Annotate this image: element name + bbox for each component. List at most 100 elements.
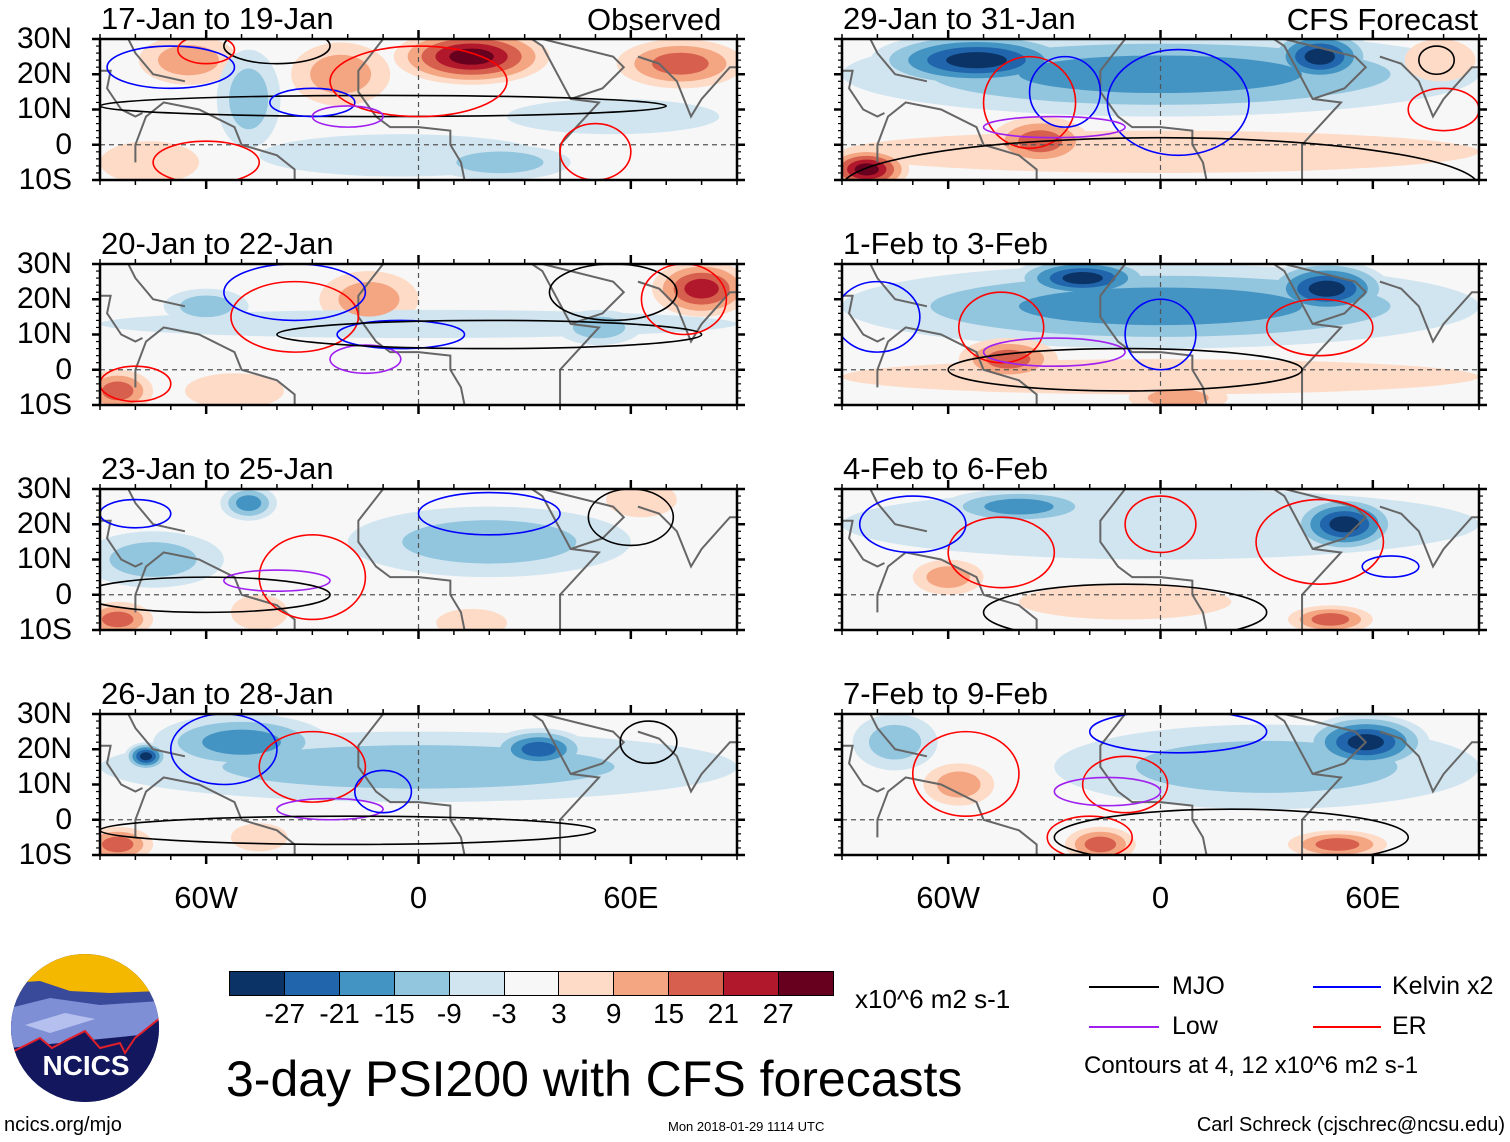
- kelvin-legend-line: [1313, 986, 1381, 988]
- anomaly-shading: [1018, 55, 1303, 94]
- lat-label: 30N: [16, 472, 72, 505]
- panel-title: 1-Feb to 3-Feb: [843, 226, 1049, 261]
- kelvin-contour: [169, 714, 278, 786]
- lat-label: 30N: [16, 22, 72, 55]
- lat-label: 20N: [16, 282, 72, 316]
- kelvin-contour: [354, 769, 413, 814]
- panel-title: 4-Feb to 6-Feb: [843, 451, 1049, 486]
- panel-title: 20-Jan to 22-Jan: [101, 226, 334, 261]
- coastline: [1273, 264, 1344, 405]
- psi200-map: [92, 480, 745, 639]
- coastline: [542, 489, 626, 550]
- low-contour: [1053, 776, 1162, 807]
- anomaly-shading: [109, 542, 197, 577]
- low-contour: [982, 337, 1126, 368]
- colorbar-swatch: [283, 972, 339, 995]
- kelvin-contour: [100, 498, 172, 529]
- er-legend-line: [1313, 1026, 1381, 1028]
- colorbar-tick-label: 27: [762, 998, 794, 1029]
- coastline: [869, 714, 928, 758]
- lat-label: 30N: [16, 697, 72, 730]
- mjo-contour: [982, 583, 1268, 630]
- coastline: [531, 714, 602, 855]
- anomaly-shading: [1147, 389, 1209, 405]
- coastline: [127, 714, 186, 758]
- colorbar-tick-label: 3: [551, 998, 567, 1029]
- lat-label: 0: [55, 127, 72, 161]
- coastline: [1379, 55, 1479, 119]
- colorbar-swatch: [778, 972, 833, 995]
- low-contour: [223, 569, 331, 593]
- er-contour: [957, 291, 1045, 364]
- coastline: [134, 551, 296, 630]
- anomaly-shading: [229, 68, 269, 130]
- anomaly-shading: [449, 48, 494, 65]
- kelvin-contour: [858, 495, 967, 554]
- coastline: [1379, 280, 1479, 344]
- anomaly-shading: [310, 54, 372, 94]
- anomaly-shading: [1304, 48, 1335, 65]
- coastline: [127, 489, 186, 533]
- ncics-url[interactable]: ncics.org/mjo: [4, 1114, 122, 1136]
- er-contour: [640, 264, 728, 336]
- coastline: [100, 519, 143, 568]
- coastline: [542, 264, 626, 325]
- coastline: [134, 326, 296, 405]
- colorbar-tick-label: 21: [707, 998, 739, 1029]
- lat-label: 10N: [16, 92, 72, 126]
- colorbar-swatch: [230, 972, 284, 995]
- anomaly-shading: [139, 752, 153, 761]
- mjo-contour: [587, 489, 675, 547]
- er-contour: [329, 45, 508, 118]
- anomaly-shading: [101, 836, 134, 853]
- er-contour: [230, 280, 360, 353]
- coastline: [1284, 39, 1368, 100]
- panel-title: 29-Jan to 31-Jan: [843, 1, 1076, 36]
- kelvin-contour: [1124, 298, 1197, 371]
- mjo-contour: [223, 39, 331, 65]
- kelvin-legend-label: Kelvin x2: [1392, 972, 1494, 1000]
- mjo-contour: [100, 576, 331, 614]
- panel-title: 7-Feb to 9-Feb: [843, 676, 1049, 711]
- kelvin-contour: [223, 264, 367, 322]
- lat-label: 0: [55, 577, 72, 611]
- lat-label: 30N: [16, 247, 72, 280]
- anomaly-shading: [1329, 516, 1360, 533]
- coastline: [127, 39, 186, 83]
- colorbar-tick-label: -15: [374, 998, 415, 1029]
- anomaly-shading: [230, 823, 288, 852]
- mjo-contour: [947, 347, 1303, 392]
- psi200-map: [834, 30, 1487, 189]
- coastline: [1284, 714, 1368, 775]
- colorbar-units: x10^6 m2 s-1: [855, 984, 1011, 1014]
- anomaly-shading: [202, 729, 281, 755]
- mjo-contour: [548, 264, 678, 322]
- timestamp: Mon 2018-01-29 1114 UTC: [668, 1119, 825, 1134]
- anomaly-shading: [937, 771, 981, 798]
- coastline: [1099, 714, 1208, 855]
- anomaly-shading: [926, 566, 970, 588]
- colorbar-swatch: [668, 972, 724, 995]
- coastline: [1273, 714, 1344, 855]
- mjo-contour: [844, 136, 1477, 180]
- coastline: [1284, 264, 1368, 325]
- mjo-legend-label: MJO: [1172, 972, 1225, 1000]
- lat-label: 10S: [18, 387, 72, 421]
- anomaly-shading: [1018, 287, 1303, 326]
- er-contour: [1046, 815, 1133, 855]
- kelvin-contour: [1088, 714, 1268, 754]
- colorbar-swatch: [723, 972, 779, 995]
- anomaly-shading: [1308, 280, 1346, 297]
- anomaly-shading: [521, 741, 557, 757]
- er-contour: [100, 365, 172, 403]
- anomaly-shading: [436, 608, 507, 630]
- colorbar-tick-label: 9: [605, 998, 622, 1029]
- lon-label: 60W: [916, 880, 981, 915]
- panel-title: 17-Jan to 19-Jan: [101, 1, 334, 36]
- anomaly-shading: [868, 724, 922, 760]
- colorbar-tick-label: -27: [264, 998, 306, 1029]
- lon-label: 60E: [1345, 880, 1401, 915]
- anomaly-shading: [652, 52, 709, 75]
- anomaly-shading: [1084, 836, 1117, 853]
